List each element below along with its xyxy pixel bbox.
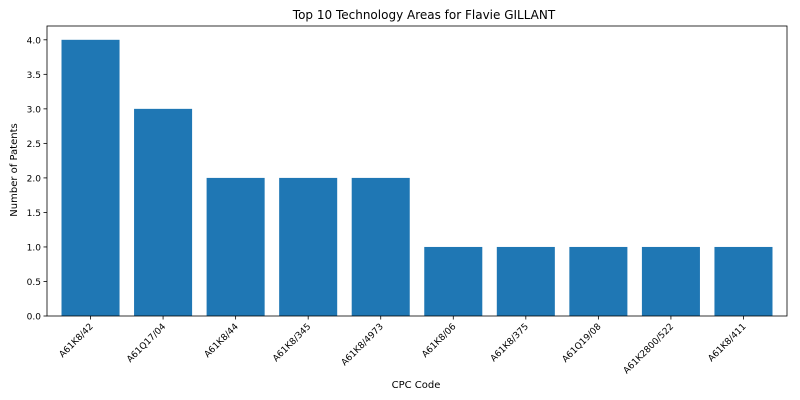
x-axis-label: CPC Code	[392, 380, 441, 391]
x-tick-label: A61K8/44	[203, 322, 241, 360]
x-tick-label: A61K8/411	[707, 322, 749, 364]
y-tick-label: 3.5	[27, 71, 41, 81]
bar	[134, 109, 192, 316]
bar	[424, 247, 482, 316]
chart-title: Top 10 Technology Areas for Flavie GILLA…	[292, 8, 556, 22]
y-tick-label: 0.5	[27, 278, 41, 288]
x-tick-label: A61K8/345	[271, 322, 313, 364]
x-tick-label: A61K8/42	[58, 322, 96, 360]
x-axis-ticks: A61K8/42 A61Q17/04 A61K8/44 A61K8/345 A61K8/…	[58, 316, 749, 376]
x-tick-label: A61K8/06	[420, 322, 458, 360]
x-tick-label: A61K8/375	[489, 322, 531, 364]
y-tick-label: 1.5	[27, 209, 41, 219]
bar	[714, 247, 772, 316]
bar	[279, 178, 337, 316]
y-tick-label: 0.0	[27, 313, 42, 323]
bar	[642, 247, 700, 316]
x-tick-label: A61Q17/04	[125, 322, 168, 365]
y-axis-ticks: 0.0 0.5 1.0 1.5 2.0 2.5 3.0 3.5 4.0	[27, 36, 47, 322]
bar	[497, 247, 555, 316]
y-tick-label: 2.5	[27, 140, 41, 150]
y-tick-label: 3.0	[27, 105, 42, 115]
y-tick-label: 2.0	[27, 174, 42, 184]
y-axis-label: Number of Patents	[9, 123, 20, 216]
y-tick-label: 1.0	[27, 243, 42, 253]
bar	[207, 178, 265, 316]
y-tick-label: 4.0	[27, 36, 42, 46]
bar	[569, 247, 627, 316]
x-tick-label: A61K8/4973	[340, 322, 386, 368]
x-tick-label: A61K2800/522	[622, 322, 676, 376]
x-tick-label: A61Q19/08	[561, 322, 604, 365]
bar-series	[62, 40, 773, 316]
bar	[62, 40, 120, 316]
bar	[352, 178, 410, 316]
